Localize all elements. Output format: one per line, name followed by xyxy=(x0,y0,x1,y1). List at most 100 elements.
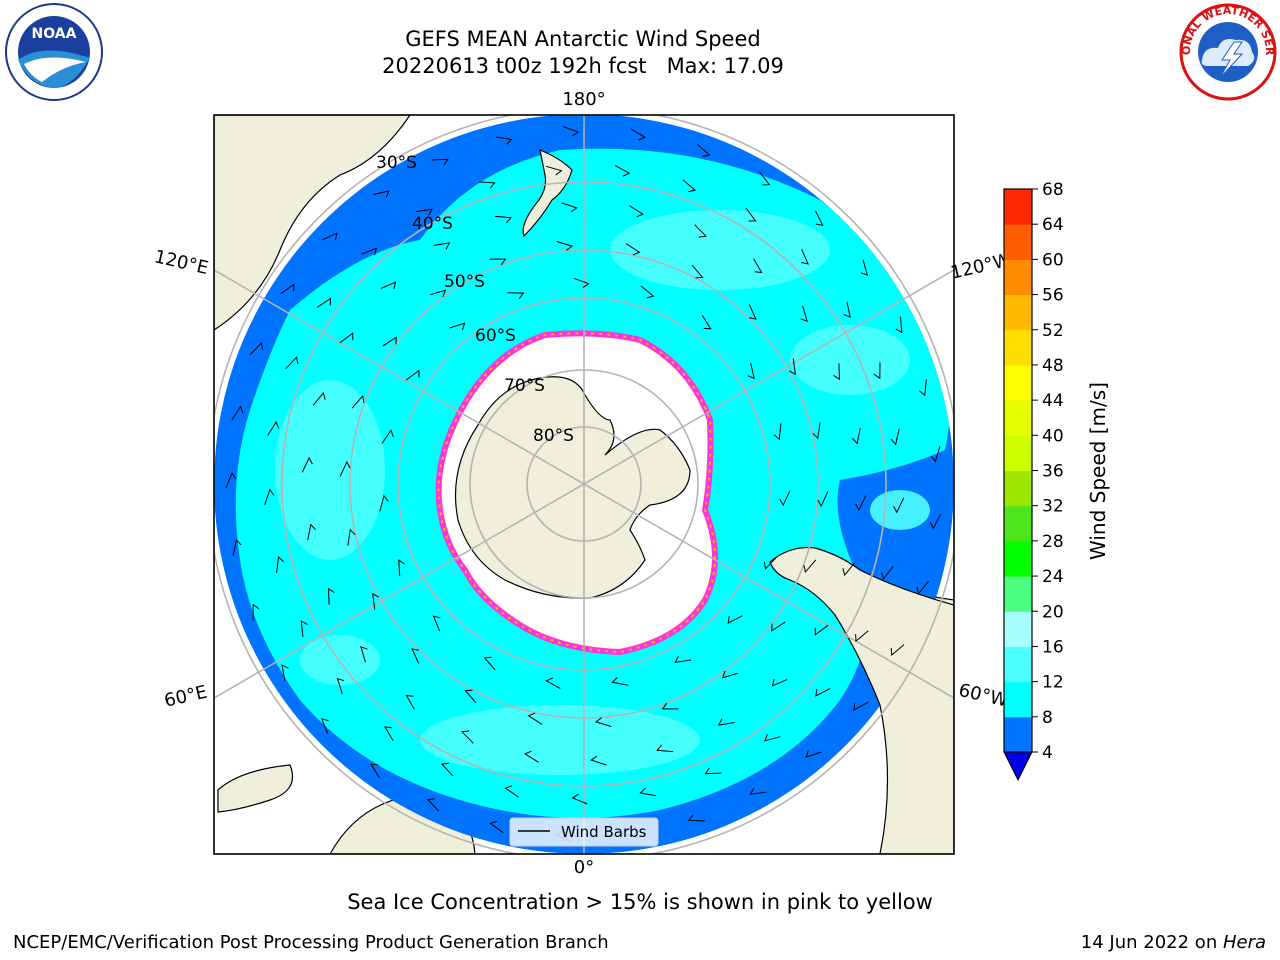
lat-label-80s: 80°S xyxy=(533,426,574,446)
lon-label-60e: 60°E xyxy=(162,682,209,712)
wind-barb xyxy=(380,281,397,290)
wind-barb xyxy=(748,304,757,320)
colorbar-segment xyxy=(1004,646,1032,683)
colorbar-tick-label: 48 xyxy=(1042,356,1064,376)
colorbar-tick-label: 64 xyxy=(1042,215,1064,235)
wind-barb xyxy=(320,718,329,734)
wind-barb xyxy=(747,362,755,380)
wind-barb xyxy=(285,356,299,370)
noaa-logo-text: NOAA xyxy=(32,26,77,42)
footer-machine: Hera xyxy=(1222,932,1266,953)
colorbar-segment xyxy=(1004,259,1032,296)
colorbar-tick-label: 4 xyxy=(1042,743,1053,763)
colorbar-under-triangle xyxy=(1003,751,1033,782)
wind-barb xyxy=(545,165,563,176)
wind-barb xyxy=(449,322,466,330)
chart-subtitle: 20220613 t00z 192h fcst Max: 17.09 xyxy=(382,54,784,78)
wind-barb xyxy=(461,730,474,744)
wind-barb xyxy=(371,592,380,610)
wind-barb xyxy=(483,656,496,671)
wind-barb xyxy=(339,332,354,344)
wind-barb xyxy=(842,562,856,577)
wind-barb xyxy=(276,555,284,573)
wind-barb xyxy=(416,208,433,216)
land-antarctica xyxy=(454,376,691,599)
wind-barb xyxy=(682,179,697,193)
wind-barb xyxy=(573,277,590,289)
footer-date: 14 Jun 2022 on Hera xyxy=(1081,932,1266,953)
wind-barb xyxy=(432,615,441,632)
wind-barb xyxy=(630,128,646,141)
wind-barb xyxy=(929,513,942,530)
colorbar-segment xyxy=(1004,294,1032,331)
lat-label-40s: 40°S xyxy=(412,214,453,234)
wind-barb xyxy=(562,126,580,137)
wind-barb xyxy=(701,315,712,330)
wind-barb xyxy=(571,793,588,805)
colorbar-tick-label: 24 xyxy=(1042,567,1064,587)
wind-barb xyxy=(691,264,704,279)
wind-barb xyxy=(759,171,771,186)
colorbar-segment xyxy=(1004,400,1032,436)
wind-barb xyxy=(812,422,821,440)
wind-barb xyxy=(916,580,929,595)
wind-barb xyxy=(801,249,809,265)
wind-barb xyxy=(727,615,743,624)
wind-barb xyxy=(507,292,525,299)
lat-label-60s: 60°S xyxy=(475,326,516,346)
wind-barb xyxy=(745,207,757,222)
wind-barb xyxy=(489,820,504,834)
wind-barb xyxy=(890,644,905,657)
wind-barb xyxy=(252,603,260,621)
wind-barb xyxy=(316,297,332,308)
graticule xyxy=(214,115,954,854)
wind-barb xyxy=(753,258,763,274)
wind-barb xyxy=(232,538,242,556)
wind-barb xyxy=(384,726,394,742)
wind-barb xyxy=(881,565,894,580)
wind-barb xyxy=(523,750,539,763)
colorbar-segment xyxy=(1004,716,1032,753)
lon-label-60w: 60°W xyxy=(957,680,1010,712)
wind-barb xyxy=(347,528,356,546)
wind-barb xyxy=(381,429,394,444)
lat-label-50s: 50°S xyxy=(444,272,485,292)
wind-barb xyxy=(495,136,513,145)
colorbar-segment xyxy=(1004,329,1032,366)
wind-barb xyxy=(687,814,705,822)
lat-label-70s: 70°S xyxy=(504,376,545,396)
wind-barb xyxy=(411,648,420,664)
wind-barb xyxy=(815,210,824,226)
lon-label-0: 0° xyxy=(574,857,594,878)
wind-barb xyxy=(853,701,869,712)
wind-barb xyxy=(611,677,629,686)
wind-barb xyxy=(504,785,519,798)
wind-barb xyxy=(771,678,788,687)
wind-barb xyxy=(382,336,397,347)
colorbar-tick-label: 60 xyxy=(1042,250,1064,270)
colorbar-tick-label: 56 xyxy=(1042,286,1064,306)
wind-barb xyxy=(280,283,295,295)
wind-barb xyxy=(556,241,574,251)
wind-barb xyxy=(817,491,829,508)
wind-barb xyxy=(225,472,237,489)
footer-credit: NCEP/EMC/Verification Post Processing Pr… xyxy=(13,932,609,953)
wind-barb xyxy=(478,181,496,189)
wind-barb xyxy=(281,664,289,681)
wind-barb xyxy=(855,630,869,643)
wind-barb xyxy=(267,420,280,436)
wind-barb xyxy=(800,305,808,323)
wind-barb xyxy=(919,379,927,397)
wind-barb xyxy=(322,232,338,241)
wind-barb xyxy=(398,559,405,577)
wind-barb xyxy=(721,670,739,679)
land-south-america xyxy=(769,546,954,854)
wind-barb xyxy=(771,621,786,632)
wind-barb xyxy=(717,718,735,726)
lat-label-30s: 30°S xyxy=(376,153,417,173)
footer-date-text: 14 Jun 2022 on xyxy=(1080,932,1223,953)
wind-barb xyxy=(773,423,782,441)
wind-barb xyxy=(339,460,351,477)
colorbar-tick-label: 36 xyxy=(1042,462,1064,482)
wind-barb xyxy=(231,405,244,421)
